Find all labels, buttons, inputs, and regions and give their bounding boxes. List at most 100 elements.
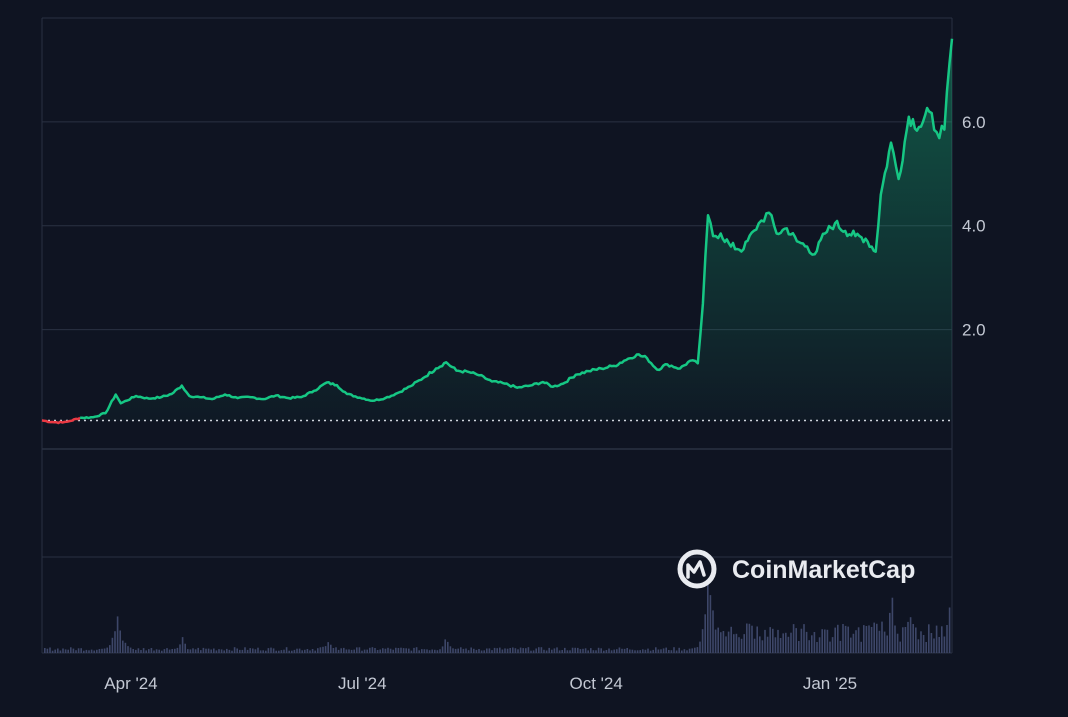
volume-bar xyxy=(582,648,584,653)
y-tick-label: 4.0 xyxy=(962,217,986,236)
volume-bar xyxy=(610,650,613,653)
volume-bar xyxy=(57,648,59,653)
volume-bar xyxy=(743,634,745,653)
volume-bar xyxy=(618,647,621,653)
volume-bar xyxy=(883,631,886,653)
price-lines xyxy=(41,38,954,425)
volume-bar xyxy=(701,629,704,653)
volume-bar xyxy=(283,649,285,653)
volume-bar xyxy=(179,644,181,653)
volume-bar xyxy=(850,637,852,653)
volume-bar xyxy=(272,648,275,653)
volume-bar xyxy=(441,646,444,653)
volume-bar xyxy=(626,648,628,653)
volume-bar xyxy=(83,650,85,653)
volume-bar xyxy=(597,647,600,653)
volume-bar xyxy=(514,648,517,653)
volume-bar xyxy=(496,648,498,653)
volume-bar xyxy=(103,648,106,653)
watermark: CoinMarketCap xyxy=(677,549,915,589)
volume-bar xyxy=(764,629,766,653)
volume-bar xyxy=(122,640,124,653)
volume-bar xyxy=(166,648,168,653)
volume-bar xyxy=(265,650,267,653)
volume-bar xyxy=(876,623,878,653)
volume-bar xyxy=(366,649,368,653)
volume-bars xyxy=(44,580,951,653)
volume-bar xyxy=(192,648,194,653)
volume-bar xyxy=(259,650,262,653)
volume-bar xyxy=(816,642,818,653)
y-tick-label: 2.0 xyxy=(962,321,986,340)
volume-bar xyxy=(717,627,719,653)
volume-bar xyxy=(483,650,485,653)
volume-bar xyxy=(189,649,192,653)
volume-bar xyxy=(158,649,160,653)
volume-bar xyxy=(447,641,449,653)
volume-bar xyxy=(254,649,257,653)
volume-bar xyxy=(746,623,748,653)
volume-bar xyxy=(600,648,602,653)
volume-bar xyxy=(353,649,355,653)
volume-bar xyxy=(171,649,173,653)
watermark-brand: CoinMarketCap xyxy=(732,556,915,584)
volume-bar xyxy=(301,650,303,653)
volume-bar xyxy=(439,649,441,653)
volume-bar xyxy=(655,647,657,653)
volume-bar xyxy=(519,647,522,653)
volume-bar xyxy=(236,648,238,653)
volume-bar xyxy=(376,650,379,653)
volume-bar xyxy=(738,637,740,653)
volume-bar xyxy=(220,649,223,653)
volume-bar xyxy=(462,648,465,653)
volume-bar xyxy=(343,647,345,653)
volume-bar xyxy=(296,648,298,653)
volume-bar xyxy=(681,650,683,653)
volume-bar xyxy=(772,628,774,653)
volume-bar xyxy=(673,647,675,653)
x-tick-label: Jul '24 xyxy=(338,674,387,693)
volume-bar xyxy=(306,649,309,653)
volume-bar xyxy=(410,650,413,653)
volume-bar xyxy=(194,649,197,653)
x-tick-label: Jan '25 xyxy=(803,674,857,693)
volume-bar xyxy=(106,647,108,653)
volume-bar xyxy=(382,648,384,653)
volume-bar xyxy=(605,650,608,653)
x-axis-ticks: Apr '24 Jul '24 Oct '24 Jan '25 xyxy=(104,674,857,693)
volume-bar xyxy=(475,649,478,653)
volume-bar xyxy=(787,636,790,653)
volume-bar xyxy=(148,649,150,653)
volume-bar xyxy=(512,647,514,653)
volume-bar xyxy=(75,650,77,653)
volume-bar xyxy=(116,616,119,653)
volume-bar xyxy=(127,646,129,653)
volume-bar xyxy=(639,650,641,653)
volume-bar xyxy=(662,648,665,653)
volume-bar xyxy=(863,625,865,653)
volume-bar xyxy=(826,629,829,653)
volume-bar xyxy=(881,621,883,653)
volume-bar xyxy=(431,649,433,653)
volume-bar xyxy=(920,631,922,653)
volume-bar xyxy=(257,647,259,653)
volume-bar xyxy=(759,636,761,653)
volume-bar xyxy=(101,648,103,653)
volume-bar xyxy=(460,647,462,653)
volume-bar xyxy=(675,650,678,653)
volume-bar xyxy=(85,649,88,653)
volume-bar xyxy=(782,633,784,653)
volume-bar xyxy=(473,648,475,653)
volume-bar xyxy=(894,625,896,653)
volume-bar xyxy=(379,649,381,653)
volume-bar xyxy=(506,648,509,653)
volume-bar xyxy=(530,650,532,653)
volume-bar xyxy=(335,647,337,653)
volume-bar xyxy=(262,650,264,653)
volume-bar xyxy=(756,626,758,653)
price-area-fill xyxy=(42,38,952,421)
volume-bar xyxy=(642,649,644,653)
volume-bar xyxy=(478,649,480,653)
volume-bar xyxy=(181,637,184,653)
volume-bar xyxy=(566,650,569,653)
